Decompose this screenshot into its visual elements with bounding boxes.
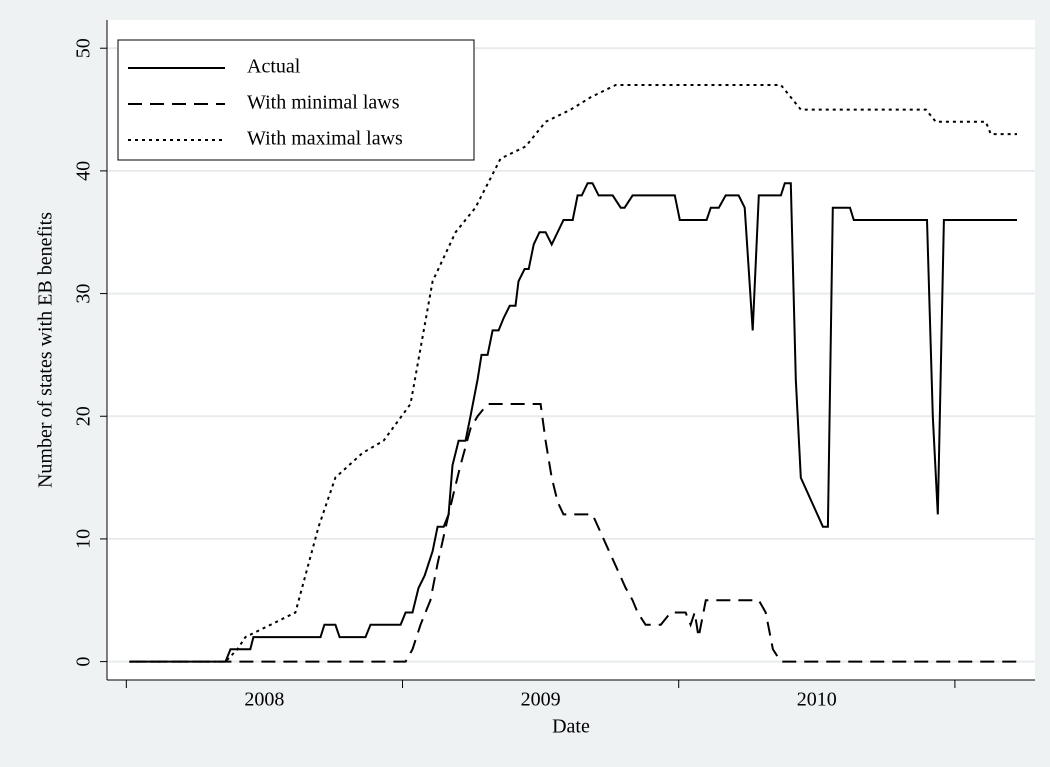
legend-label: Actual [247, 56, 301, 78]
y-axis-title: Number of states with EB benefits [35, 212, 57, 488]
y-tick-label: 10 [73, 529, 95, 549]
series-line [129, 403, 1017, 663]
x-tick-label: 2008 [244, 689, 284, 711]
legend-label: With minimal laws [247, 92, 400, 114]
y-tick-label: 20 [73, 406, 95, 426]
series-line [129, 182, 1017, 663]
y-tick-label: 40 [73, 161, 95, 181]
lines [129, 84, 1017, 663]
legend: Actual With minimal laws With maximal laws [117, 39, 475, 161]
series-line [129, 84, 1017, 663]
x-tick-label: 2010 [797, 689, 837, 711]
y-tick-label: 0 [73, 657, 95, 667]
x-axis-title: Date [552, 716, 590, 738]
legend-label: With maximal laws [247, 128, 403, 150]
x-tick-label: 2009 [521, 689, 561, 711]
y-tick-label: 30 [73, 284, 95, 304]
y-tick-label: 50 [73, 38, 95, 58]
